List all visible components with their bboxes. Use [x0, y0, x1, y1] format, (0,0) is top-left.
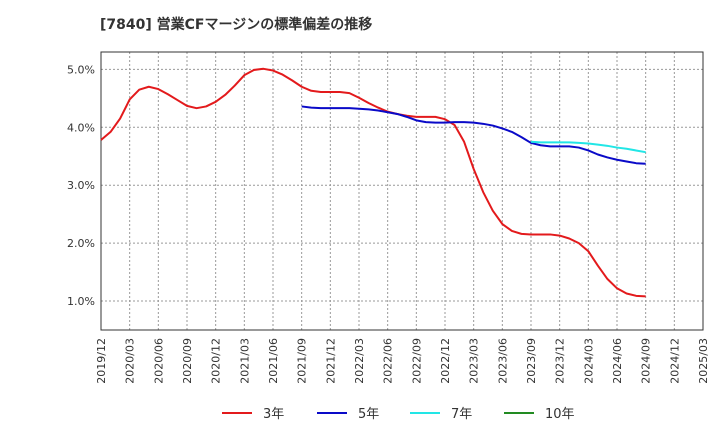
x-tick-label: 2022/06: [382, 338, 395, 384]
x-tick-label: 2020/06: [152, 338, 165, 384]
x-tick-label: 2024/03: [582, 338, 595, 384]
x-tick-label: 2021/03: [238, 338, 251, 384]
x-tick-label: 2025/03: [697, 338, 710, 384]
x-tick-label: 2020/12: [210, 338, 223, 384]
legend-label: 5年: [358, 407, 379, 422]
x-tick-label: 2022/03: [353, 338, 366, 384]
series-line-7年: [530, 140, 646, 154]
grid-layer: [100, 52, 704, 330]
x-tick-label: 2019/12: [95, 338, 108, 384]
x-tick-label: 2020/03: [124, 338, 137, 384]
x-tick-label: 2021/09: [296, 338, 309, 384]
x-tick-label: 2021/12: [324, 338, 337, 384]
x-tick-label: 2023/03: [468, 338, 481, 384]
series-line-5年: [301, 105, 646, 165]
legend-label: 3年: [263, 407, 284, 422]
y-tick-label: 1.0%: [67, 295, 95, 308]
x-tick-label: 2022/09: [410, 338, 423, 384]
y-tick-label: 4.0%: [67, 121, 95, 134]
x-tick-label: 2021/06: [267, 338, 280, 384]
x-tick-label: 2024/12: [668, 338, 681, 384]
x-tick-label: 2020/09: [181, 338, 194, 384]
x-tick-label: 2024/06: [611, 338, 624, 384]
y-tick-label: 2.0%: [67, 237, 95, 250]
x-tick-label: 2023/12: [554, 338, 567, 384]
plot-frame: [100, 51, 704, 331]
x-tick-label: 2023/06: [496, 338, 509, 384]
y-tick-label: 3.0%: [67, 179, 95, 192]
x-tick-label: 2022/12: [439, 338, 452, 384]
plot-area: [101, 52, 703, 330]
axis-layer: 2019/12 2020/03 2020/06 2020/09 2020/12 2021/…: [67, 51, 710, 384]
x-tick-label: 2023/09: [525, 338, 538, 384]
series-layer: [100, 67, 646, 298]
legend-label: 7年: [451, 407, 472, 422]
legend-label: 10年: [545, 407, 575, 422]
legend: 3年 5年 7年 10年: [222, 407, 575, 422]
series-line-3年: [100, 67, 646, 298]
chart-title: [7840] 営業CFマージンの標準偏差の推移: [100, 17, 373, 33]
y-tick-label: 5.0%: [67, 63, 95, 76]
x-tick-label: 2024/09: [640, 338, 653, 384]
